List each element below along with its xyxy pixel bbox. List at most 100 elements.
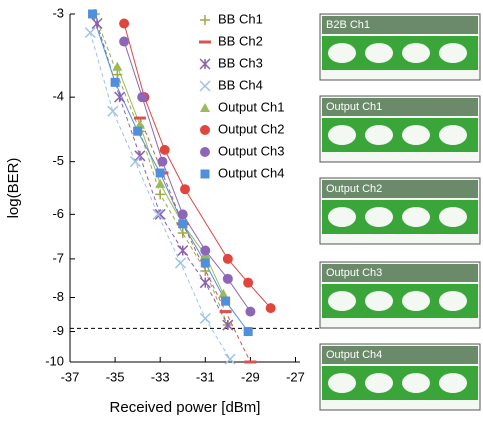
- marker: [223, 274, 233, 284]
- marker-shape: [178, 219, 187, 228]
- eye-opening: [402, 373, 430, 393]
- y-tick-label: -8: [52, 289, 64, 304]
- marker: [135, 151, 145, 161]
- marker-shape: [133, 127, 142, 136]
- marker-shape: [200, 313, 210, 323]
- y-tick-label: -9: [52, 323, 64, 338]
- marker-shape: [221, 297, 230, 306]
- marker-shape: [223, 274, 233, 284]
- marker-shape: [157, 157, 167, 167]
- x-tick-label: -29: [241, 369, 260, 384]
- legend-label: BB Ch3: [218, 55, 263, 70]
- x-tick-label: -37: [61, 369, 80, 384]
- eye-opening: [402, 43, 430, 63]
- x-axis-label: Received power [dBm]: [110, 399, 261, 416]
- x-tick-label: -27: [286, 369, 305, 384]
- eye-label: Output Ch4: [326, 349, 382, 361]
- marker: [175, 258, 185, 268]
- eye-opening: [365, 291, 393, 311]
- marker: [133, 127, 142, 136]
- figure: log(BER) Received power [dBm] -3-4-5-6-7…: [0, 0, 483, 416]
- marker: [178, 209, 188, 219]
- marker-shape: [108, 106, 118, 116]
- eye-opening: [439, 291, 467, 311]
- eye-opening: [365, 125, 393, 145]
- marker-shape: [155, 209, 165, 219]
- marker: [157, 157, 167, 167]
- marker: [200, 278, 210, 288]
- marker: [108, 106, 118, 116]
- eye-opening: [328, 43, 356, 63]
- marker-shape: [200, 81, 210, 91]
- marker: [178, 246, 188, 256]
- marker: [200, 313, 210, 323]
- marker: [266, 303, 276, 313]
- marker-shape: [137, 92, 147, 102]
- marker: [245, 307, 255, 317]
- y-tick-label: -6: [52, 206, 64, 221]
- marker-shape: [244, 327, 253, 336]
- eye-opening: [402, 125, 430, 145]
- marker-shape: [130, 157, 140, 167]
- marker-shape: [199, 41, 211, 44]
- marker: [111, 78, 120, 87]
- marker: [130, 157, 140, 167]
- marker-shape: [201, 259, 210, 268]
- marker-shape: [178, 246, 188, 256]
- marker-shape: [225, 354, 235, 364]
- legend-label: Output Ch3: [218, 143, 285, 158]
- legend-label: BB Ch1: [218, 11, 263, 26]
- marker: [160, 145, 170, 155]
- marker-shape: [119, 37, 129, 47]
- eye-opening: [439, 373, 467, 393]
- legend-label: Output Ch1: [218, 99, 285, 114]
- marker: [201, 170, 210, 179]
- marker-shape: [160, 145, 170, 155]
- marker: [200, 103, 210, 112]
- y-tick-label: -4: [52, 89, 64, 104]
- marker-shape: [178, 209, 188, 219]
- marker: [134, 117, 146, 120]
- marker: [137, 92, 147, 102]
- legend-label: Output Ch4: [218, 165, 285, 180]
- eye-opening: [365, 373, 393, 393]
- marker: [244, 327, 253, 336]
- marker: [223, 254, 233, 264]
- marker: [156, 168, 165, 177]
- marker-shape: [92, 18, 102, 28]
- marker-shape: [266, 303, 276, 313]
- eye-opening: [328, 291, 356, 311]
- marker-shape: [200, 125, 210, 135]
- marker: [115, 92, 125, 102]
- marker-shape: [134, 117, 146, 120]
- y-tick-label: -7: [52, 250, 64, 265]
- marker: [200, 147, 210, 157]
- marker: [200, 266, 210, 276]
- marker-shape: [180, 184, 190, 194]
- marker: [155, 209, 165, 219]
- marker: [221, 297, 230, 306]
- eye-opening: [439, 43, 467, 63]
- eye-opening: [402, 207, 430, 227]
- marker-shape: [201, 170, 210, 179]
- eye-opening: [439, 125, 467, 145]
- marker: [112, 62, 122, 71]
- legend-label: BB Ch4: [218, 77, 263, 92]
- marker-shape: [156, 168, 165, 177]
- marker: [85, 28, 95, 38]
- legend-label: Output Ch2: [218, 121, 285, 136]
- eye-label: B2B Ch1: [326, 19, 370, 31]
- marker-shape: [200, 147, 210, 157]
- x-tick-label: -33: [151, 369, 170, 384]
- marker-shape: [223, 254, 233, 264]
- marker-shape: [85, 28, 95, 38]
- marker: [244, 361, 256, 364]
- marker-shape: [200, 15, 210, 25]
- x-tick-label: -35: [106, 369, 125, 384]
- eye-opening: [439, 207, 467, 227]
- y-tick-label: -10: [45, 353, 64, 368]
- marker: [200, 125, 210, 135]
- marker-shape: [119, 18, 129, 28]
- marker-shape: [200, 266, 210, 276]
- marker: [153, 209, 163, 219]
